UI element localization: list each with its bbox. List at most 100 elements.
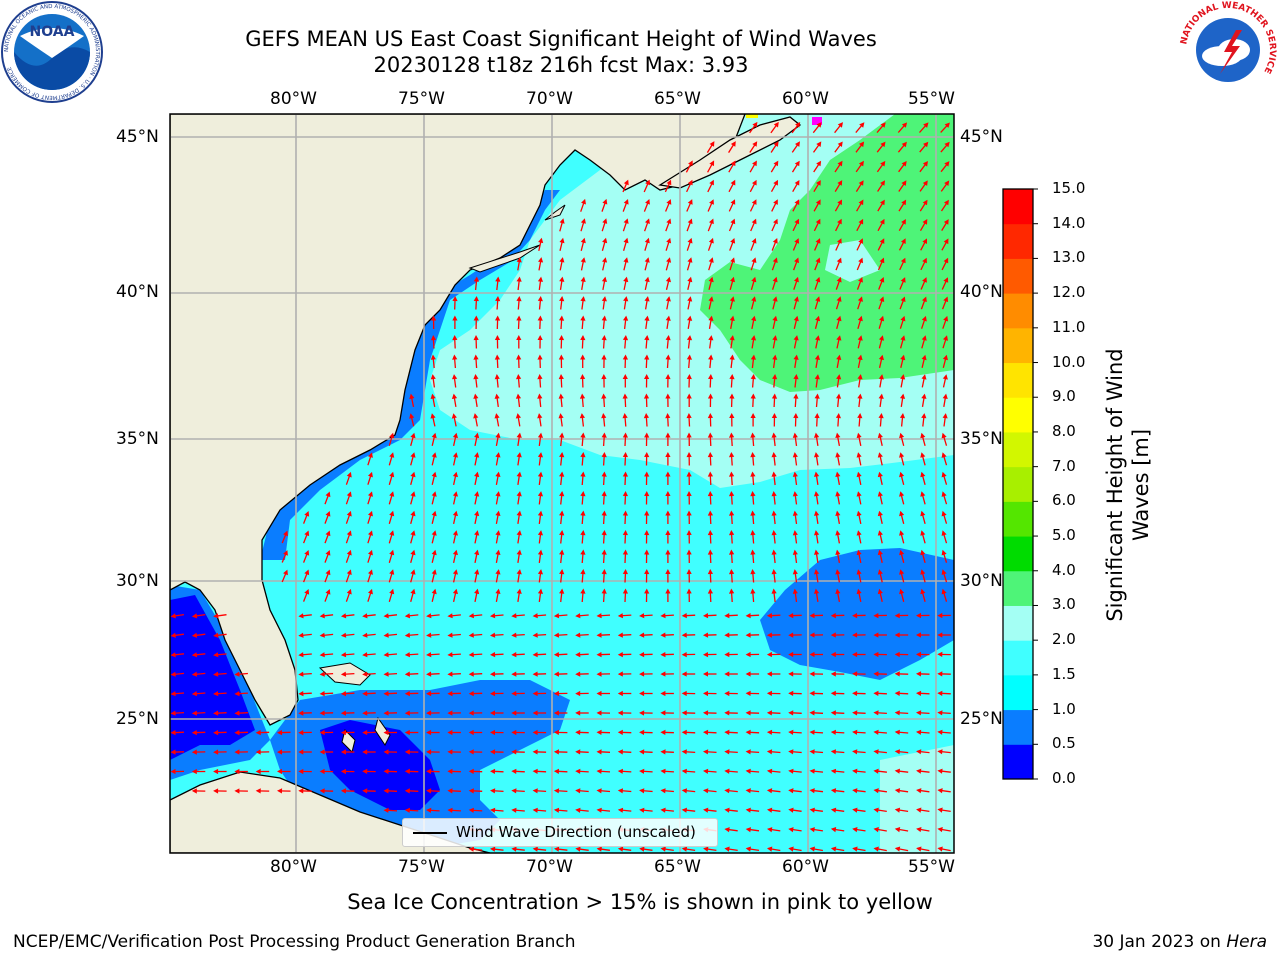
wave-direction-arrowhead bbox=[729, 569, 735, 575]
wave-direction-arrowhead bbox=[809, 827, 815, 833]
wave-direction-arrowhead bbox=[511, 671, 517, 677]
wave-direction-arrowhead bbox=[319, 632, 325, 638]
wave-direction-arrowhead bbox=[537, 296, 543, 302]
wave-direction-arrowhead bbox=[814, 569, 820, 575]
wave-direction-arrowhead bbox=[346, 471, 352, 478]
wave-direction-arrowhead bbox=[447, 710, 453, 716]
wave-direction-arrowhead bbox=[837, 160, 843, 167]
colorbar-tick-label: 2.0 bbox=[1052, 630, 1076, 649]
wave-direction-arrowhead bbox=[213, 788, 219, 794]
wave-direction-arrowhead bbox=[708, 354, 714, 360]
wave-direction-arrowhead bbox=[687, 199, 693, 205]
wave-direction-arrowhead bbox=[707, 530, 713, 536]
wave-direction-arrowhead bbox=[447, 691, 453, 697]
wave-direction-arrowhead bbox=[639, 749, 645, 755]
wave-direction-arrowhead bbox=[622, 374, 628, 379]
wave-direction-arrowhead bbox=[894, 690, 900, 696]
wave-direction-arrowhead bbox=[170, 768, 176, 775]
wave-direction-arrowhead bbox=[792, 569, 798, 575]
wave-direction-arrowhead bbox=[729, 393, 735, 399]
wave-direction-arrowhead bbox=[729, 296, 735, 302]
wave-direction-arrowhead bbox=[325, 530, 331, 537]
wave-direction-arrowhead bbox=[532, 768, 538, 774]
wave-direction-arrowhead bbox=[856, 452, 862, 458]
wave-direction-arrowhead bbox=[665, 452, 671, 457]
wave-direction-arrowhead bbox=[410, 588, 416, 595]
wave-direction-arrowhead bbox=[852, 788, 858, 794]
wave-direction-arrowhead bbox=[644, 549, 650, 555]
wave-direction-arrowhead bbox=[559, 432, 565, 438]
wave-direction-arrowhead bbox=[900, 277, 906, 283]
wave-direction-arrowhead bbox=[894, 729, 900, 735]
wave-direction-arrowhead bbox=[617, 613, 623, 619]
wave-direction-arrowhead bbox=[793, 296, 799, 302]
wave-direction-arrowhead bbox=[644, 296, 650, 302]
wave-direction-arrowhead bbox=[665, 276, 671, 283]
wave-direction-arrowhead bbox=[580, 549, 586, 555]
wave-direction-arrowhead bbox=[431, 549, 437, 556]
wave-direction-arrowhead bbox=[601, 413, 607, 419]
wave-direction-arrowhead bbox=[426, 729, 432, 736]
wave-direction-arrowhead bbox=[752, 121, 758, 128]
lon-label-top-65w: 65°W bbox=[654, 89, 701, 109]
wave-direction-arrowhead bbox=[921, 354, 927, 361]
wave-direction-arrowhead bbox=[856, 549, 862, 556]
wave-direction-arrowhead bbox=[686, 452, 692, 458]
wave-direction-arrowhead bbox=[368, 452, 373, 458]
wave-direction-arrowhead bbox=[815, 335, 821, 341]
wave-direction-arrowhead bbox=[830, 671, 836, 677]
wave-direction-arrowhead bbox=[729, 510, 735, 516]
wave-direction-arrowhead bbox=[857, 296, 863, 302]
wave-direction-arrowhead bbox=[234, 749, 240, 755]
wave-direction-arrowhead bbox=[922, 257, 927, 264]
wave-direction-arrowhead bbox=[602, 198, 608, 205]
wave-direction-arrowhead bbox=[532, 671, 538, 677]
wave-direction-arrowhead bbox=[213, 632, 219, 638]
wave-direction-arrowhead bbox=[623, 237, 629, 244]
wave-direction-arrowhead bbox=[788, 768, 794, 774]
wave-direction-arrowhead bbox=[681, 768, 687, 774]
wave-direction-arrowhead bbox=[900, 315, 906, 322]
colorbar-tick-label: 0.5 bbox=[1052, 734, 1076, 753]
wave-direction-arrowhead bbox=[596, 671, 602, 677]
wave-direction-arrowhead bbox=[473, 354, 479, 360]
wave-direction-arrowhead bbox=[830, 807, 837, 813]
wave-direction-arrowhead bbox=[815, 276, 821, 283]
wave-direction-arrowhead bbox=[368, 588, 373, 595]
lon-label-bottom-80w: 80°W bbox=[270, 857, 317, 877]
wave-direction-arrowhead bbox=[559, 315, 565, 321]
wave-direction-arrowhead bbox=[681, 652, 687, 658]
wave-direction-arrowhead bbox=[894, 768, 900, 774]
wave-direction-arrowhead bbox=[920, 549, 926, 556]
wave-direction-arrowhead bbox=[916, 827, 922, 833]
wave-direction-arrowhead bbox=[916, 807, 922, 813]
wave-direction-arrowhead bbox=[622, 432, 628, 438]
wave-direction-arrowhead bbox=[644, 588, 650, 594]
wave-direction-arrowhead bbox=[639, 671, 645, 677]
wave-direction-arrowhead bbox=[921, 393, 927, 399]
wave-direction-arrowhead bbox=[404, 632, 410, 638]
wave-direction-arrowhead bbox=[319, 652, 325, 658]
graticule bbox=[170, 114, 954, 853]
wave-direction-arrowhead bbox=[809, 729, 815, 735]
wave-direction-arrowhead bbox=[431, 491, 437, 497]
wave-direction-arrowhead bbox=[830, 729, 836, 735]
wave-direction-arrowhead bbox=[772, 257, 778, 263]
wave-direction-arrowhead bbox=[580, 491, 586, 497]
wave-direction-arrowhead bbox=[792, 530, 798, 536]
wave-direction-arrowhead bbox=[473, 413, 479, 419]
wave-direction-arrowhead bbox=[644, 237, 650, 244]
wave-direction-arrowhead bbox=[532, 632, 538, 638]
wave-direction-arrowhead bbox=[944, 199, 949, 206]
wave-direction-arrowhead bbox=[558, 413, 564, 419]
wave-direction-arrowhead bbox=[660, 788, 666, 794]
wave-direction-arrowhead bbox=[644, 257, 650, 263]
wave-direction-arrowhead bbox=[511, 807, 517, 813]
wave-direction-arrowhead bbox=[830, 710, 836, 716]
wave-direction-arrowhead bbox=[709, 218, 714, 225]
wave-direction-arrowhead bbox=[644, 276, 650, 283]
wave-direction-arrowhead bbox=[494, 354, 500, 360]
wave-direction-arrowhead bbox=[426, 807, 432, 813]
wave-direction-arrowhead bbox=[773, 141, 779, 147]
wave-direction-arrowhead bbox=[809, 651, 815, 658]
